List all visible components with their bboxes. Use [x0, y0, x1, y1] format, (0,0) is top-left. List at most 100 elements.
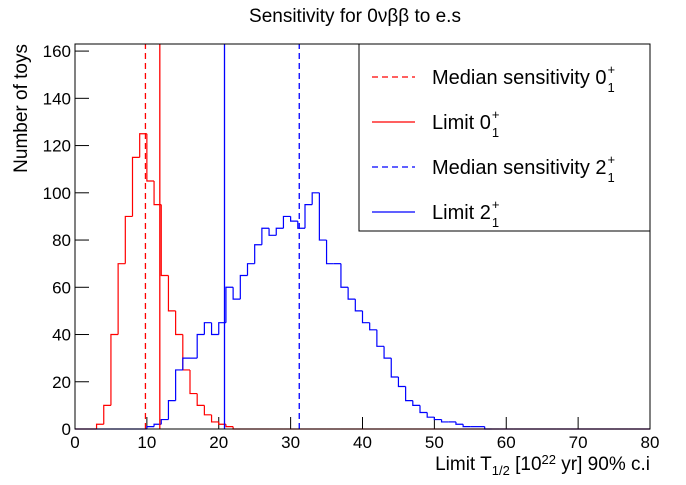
- histogram-bin: [290, 216, 298, 222]
- legend-superscript: +: [492, 107, 500, 122]
- legend-subscript: 1: [608, 80, 615, 95]
- x-tick-label: 70: [569, 433, 588, 452]
- histogram-bin: [117, 263, 126, 335]
- x-tick-label: 40: [353, 433, 372, 452]
- histogram-bin: [153, 180, 162, 206]
- x-tick-label: 30: [281, 433, 300, 452]
- y-tick-label: 160: [43, 42, 71, 61]
- histogram-bin: [254, 244, 262, 264]
- histogram-bin: [182, 357, 190, 370]
- histogram-bin: [196, 333, 205, 359]
- histogram-bin: [103, 404, 111, 425]
- histogram-bin: [239, 274, 248, 300]
- x-tick-label: 50: [425, 433, 444, 452]
- histogram-bin: [189, 369, 198, 395]
- histogram-bin: [412, 400, 420, 406]
- histogram-bin: [376, 329, 385, 347]
- histogram-bin: [275, 227, 284, 236]
- legend-box: [358, 43, 651, 232]
- x-tick-label: 60: [497, 433, 516, 452]
- histogram-bin: [218, 322, 226, 335]
- histogram-bin: [175, 369, 183, 401]
- histogram-bin: [146, 426, 155, 429]
- histogram-bin: [340, 263, 349, 288]
- histogram-bin: [325, 240, 334, 265]
- x-axis-label: Limit T1/2 [1022 yr] 90% c.i: [435, 452, 650, 477]
- histogram-bin: [462, 424, 471, 428]
- histogram-bin: [361, 310, 370, 324]
- x-tick-label: 10: [137, 433, 156, 452]
- y-tick-label: 60: [52, 278, 71, 297]
- histogram-bin: [225, 424, 234, 428]
- histogram-bin: [246, 263, 255, 276]
- histogram-bin: [268, 228, 277, 236]
- histogram-bin: [95, 423, 104, 429]
- legend-subscript: 1: [492, 125, 499, 140]
- histogram-bin: [139, 133, 147, 158]
- histogram-bin: [124, 215, 133, 264]
- legend-superscript: +: [608, 62, 616, 77]
- x-axis-label-part: yr] 90% c.i: [556, 454, 650, 475]
- histogram-bin: [455, 421, 464, 425]
- histogram-bin: [405, 386, 413, 402]
- histogram-bin: [146, 133, 155, 182]
- legend-subscript: 1: [608, 170, 615, 185]
- histogram-bin: [131, 156, 140, 217]
- y-tick-label: 80: [52, 231, 71, 250]
- histogram-bin: [383, 346, 392, 359]
- x-tick-label: 20: [209, 433, 228, 452]
- y-tick-label: 40: [52, 326, 71, 345]
- histogram-bin: [175, 310, 183, 336]
- legend-superscript: +: [608, 152, 616, 167]
- legend-label: Limit 0: [432, 112, 491, 134]
- histogram-bin: [440, 419, 449, 423]
- legend-subscript: 1: [492, 215, 499, 230]
- histogram-bin: [390, 358, 399, 378]
- legend-label: Median sensitivity 0: [432, 67, 607, 89]
- y-tick-label: 120: [43, 137, 71, 156]
- histogram-bin: [196, 393, 205, 406]
- x-axis-label-part: Limit T: [435, 454, 492, 475]
- histogram-bin: [433, 417, 442, 421]
- histogram-bin: [160, 418, 169, 425]
- legend-name: Median sensitivity 0: [432, 67, 607, 89]
- histogram-bin: [218, 421, 226, 425]
- histogram-bin: [297, 221, 305, 229]
- y-tick-label: 20: [52, 373, 71, 392]
- histogram-bin: [203, 405, 212, 416]
- chart-title: Sensitivity for 0νββ to e.s: [249, 6, 461, 27]
- histogram-bin: [282, 215, 291, 229]
- histogram-bin: [347, 287, 356, 300]
- histogram-bin: [261, 227, 270, 245]
- histogram-bin: [210, 414, 219, 423]
- histogram-bin: [232, 287, 241, 300]
- legend-name: Limit 0: [432, 112, 491, 134]
- histogram-bin: [160, 204, 169, 277]
- histogram-bin: [167, 400, 176, 420]
- legend-superscript: +: [492, 197, 500, 212]
- legend-label: Limit 2: [432, 202, 491, 224]
- histogram-bin: [182, 334, 190, 371]
- histogram-bin: [426, 412, 435, 418]
- legend-name: Median sensitivity 2: [432, 157, 607, 179]
- histogram-bin: [225, 286, 234, 323]
- histogram-bin: [304, 204, 313, 229]
- x-axis-label-part: 22: [542, 452, 556, 467]
- histogram-bin: [318, 192, 327, 241]
- histogram-bin: [110, 333, 119, 406]
- x-axis-label-part: 1/2: [492, 463, 510, 478]
- histogram-bin: [419, 405, 428, 414]
- histogram-bin: [311, 192, 320, 205]
- histogram-bin: [354, 299, 363, 312]
- histogram-bin: [397, 377, 406, 388]
- x-tick-label: 0: [70, 433, 79, 452]
- legend-label: Median sensitivity 2: [432, 157, 607, 179]
- histogram-bin: [369, 322, 377, 331]
- y-tick-label: 0: [62, 420, 71, 439]
- x-axis-label-part: [10: [510, 454, 542, 475]
- y-tick-label: 100: [43, 184, 71, 203]
- y-tick-label: 140: [43, 89, 71, 108]
- histogram-bin: [167, 275, 176, 312]
- legend-name: Limit 2: [432, 202, 491, 224]
